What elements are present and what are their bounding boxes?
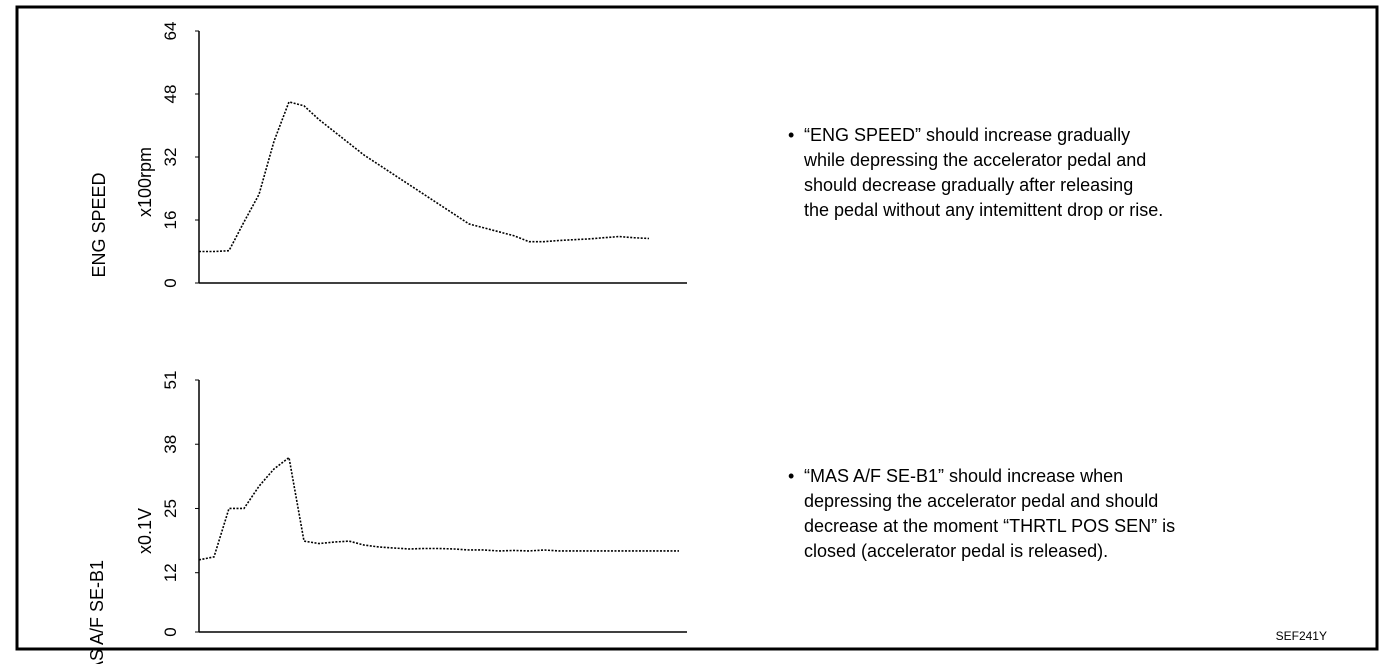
note-line: closed (accelerator pedal is released). [804, 541, 1108, 561]
y-axis-title: ENG SPEED [89, 172, 109, 277]
bullet: • [788, 125, 794, 145]
note-line: “ENG SPEED” should increase gradually [804, 125, 1130, 145]
y-tick-label: 25 [161, 499, 180, 518]
y-axis-unit: x100rpm [135, 147, 155, 217]
note-line: while depressing the accelerator pedal a… [803, 150, 1146, 170]
y-axis-unit: x0.1V [135, 508, 155, 554]
y-tick-label: 51 [161, 371, 180, 390]
y-tick-label: 32 [161, 148, 180, 167]
y-axis-title: MAS A/F SE-B1 [87, 560, 107, 664]
y-tick-label: 38 [161, 435, 180, 454]
frame [15, 5, 1379, 651]
bullet: • [788, 466, 794, 486]
note-line: “MAS A/F SE-B1” should increase when [804, 466, 1123, 486]
y-tick-label: 0 [161, 627, 180, 636]
note-line: depressing the accelerator pedal and sho… [804, 491, 1158, 511]
y-tick-label: 12 [161, 563, 180, 582]
y-tick-label: 0 [161, 278, 180, 287]
figure-id: SEF241Y [1276, 629, 1327, 643]
note-line: the pedal without any intemittent drop o… [804, 200, 1163, 220]
y-tick-label: 48 [161, 85, 180, 104]
note-line: decrease at the moment “THRTL POS SEN” i… [804, 516, 1175, 536]
data-line [199, 100, 650, 253]
note-line: should decrease gradually after releasin… [804, 175, 1133, 195]
data-line [198, 456, 679, 561]
y-tick-label: 16 [161, 211, 180, 230]
y-tick-label: 64 [161, 22, 180, 41]
